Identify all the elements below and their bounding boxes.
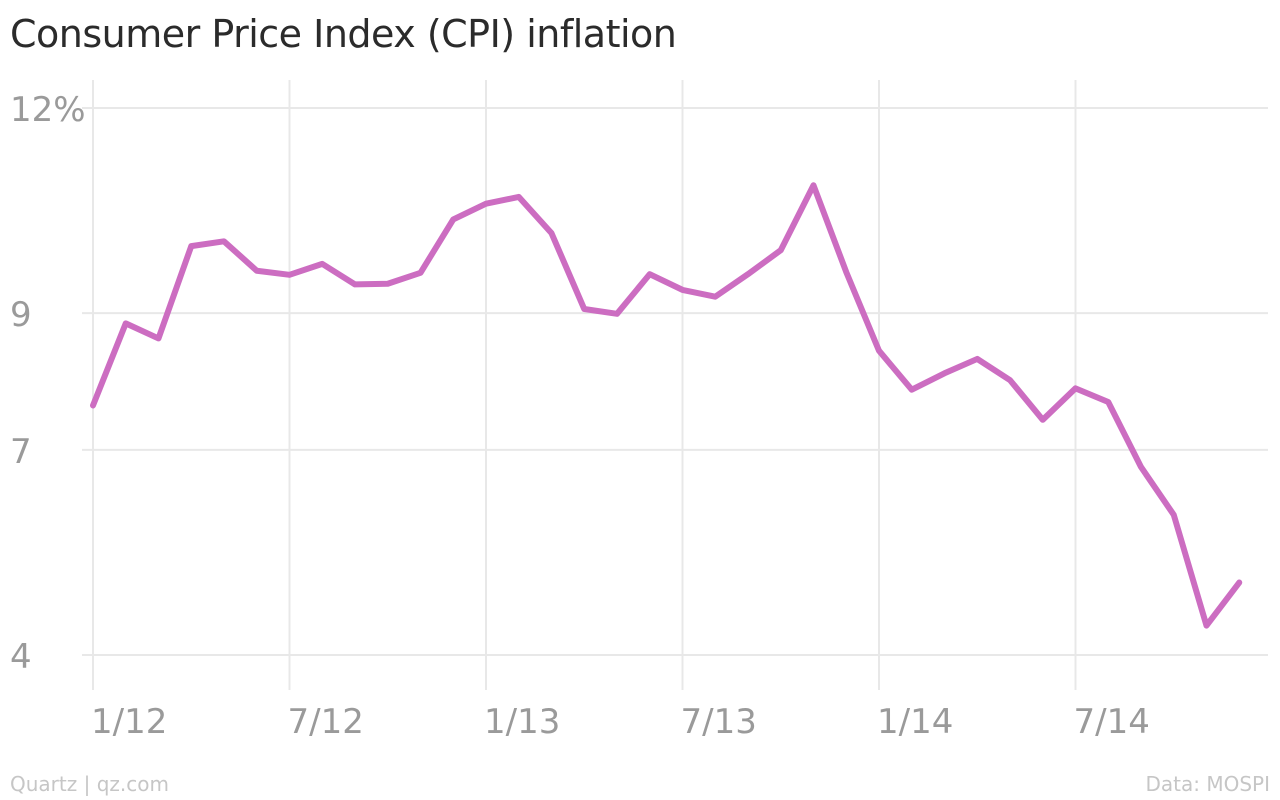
grid-layer <box>82 80 1268 690</box>
data-point <box>909 387 915 393</box>
footer-source: Data: MOSPI <box>1145 772 1270 796</box>
data-point <box>352 281 358 287</box>
data-point <box>287 272 293 278</box>
data-point <box>843 269 849 275</box>
data-point <box>1105 399 1111 405</box>
footer-credit: Quartz | qz.com <box>10 772 169 796</box>
tick-layer: 4 7 9 12% 1/12 7/12 1/13 7/13 1/14 7/14 <box>10 90 1150 742</box>
data-point <box>647 271 653 277</box>
data-point <box>778 247 784 253</box>
data-point <box>483 201 489 207</box>
data-point <box>188 243 194 249</box>
data-point <box>156 335 162 341</box>
x-tick-label: 1/13 <box>484 702 560 742</box>
data-point <box>876 348 882 354</box>
data-point <box>1171 512 1177 518</box>
cpi-series-line <box>90 182 1243 629</box>
data-point <box>123 320 129 326</box>
data-point <box>1138 464 1144 470</box>
y-tick-label: 9 <box>10 295 32 335</box>
x-tick-label: 7/12 <box>288 702 364 742</box>
data-point <box>418 270 424 276</box>
data-point <box>614 311 620 317</box>
x-tick-label: 1/14 <box>877 702 953 742</box>
series-layer <box>90 182 1243 629</box>
data-point <box>516 194 522 200</box>
data-point <box>581 306 587 312</box>
data-point <box>1236 580 1242 586</box>
data-point <box>745 271 751 277</box>
data-point <box>90 402 96 408</box>
x-tick-label: 7/14 <box>1074 702 1150 742</box>
y-tick-label: 4 <box>10 637 32 677</box>
data-point <box>1040 417 1046 423</box>
data-point <box>680 287 686 293</box>
data-point <box>319 261 325 267</box>
data-point <box>1204 623 1210 629</box>
data-point <box>254 268 260 274</box>
data-point <box>942 370 948 376</box>
data-point <box>385 281 391 287</box>
data-point <box>974 356 980 362</box>
data-point <box>1073 385 1079 391</box>
y-tick-label: 12% <box>10 90 86 130</box>
data-point <box>712 294 718 300</box>
data-point <box>1007 377 1013 383</box>
data-point <box>221 238 227 244</box>
data-point <box>811 182 817 188</box>
y-tick-label: 7 <box>10 432 32 472</box>
data-point <box>450 216 456 222</box>
chart-title: Consumer Price Index (CPI) inflation <box>10 12 677 56</box>
data-point <box>549 230 555 236</box>
x-tick-label: 7/13 <box>681 702 757 742</box>
x-tick-label: 1/12 <box>91 702 167 742</box>
